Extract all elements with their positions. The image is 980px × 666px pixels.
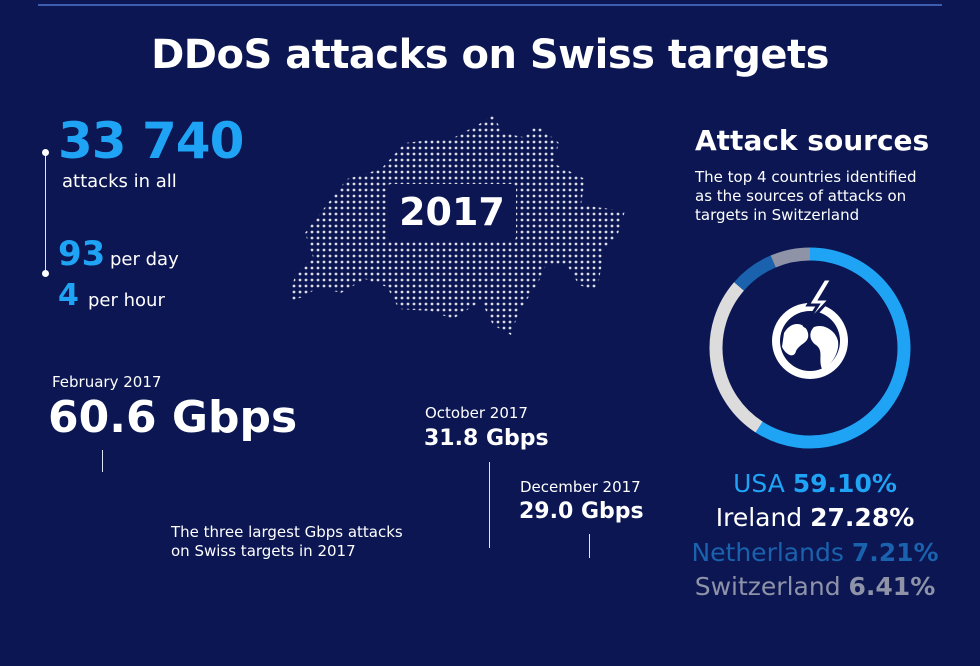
ring-segment-usa bbox=[755, 247, 911, 449]
attack-marker-oct bbox=[489, 462, 490, 548]
attack-marker-feb bbox=[102, 450, 103, 472]
per-day-label: per day bbox=[110, 249, 179, 270]
globe-lightning-icon bbox=[772, 277, 848, 379]
sources-description: The top 4 countries identified as the so… bbox=[695, 168, 917, 224]
legend-switzerland-name: Switzerland bbox=[694, 572, 841, 601]
ring-segment-ireland bbox=[709, 282, 763, 433]
legend-netherlands-name: Netherlands bbox=[691, 538, 844, 567]
attack-value-oct: 31.8 Gbps bbox=[424, 426, 549, 451]
legend-switzerland: Switzerland 6.41% bbox=[690, 572, 940, 601]
legend-ireland: Ireland 27.28% bbox=[690, 503, 940, 532]
stats-dot-bottom bbox=[42, 270, 49, 277]
stats-dot-top bbox=[42, 149, 49, 156]
legend-ireland-value: 27.28% bbox=[810, 503, 915, 532]
legend-netherlands: Netherlands 7.21% bbox=[690, 538, 940, 567]
per-hour-value: 4 bbox=[58, 278, 79, 313]
attack-value-dec: 29.0 Gbps bbox=[519, 499, 644, 524]
ring-segment-netherlands bbox=[734, 255, 776, 291]
total-attacks-label: attacks in all bbox=[62, 171, 177, 192]
attack-marker-dec bbox=[589, 534, 590, 558]
largest-attacks-caption: The three largest Gbps attacks on Swiss … bbox=[171, 523, 403, 560]
legend-usa-name: USA bbox=[733, 469, 785, 498]
legend-usa-value: 59.10% bbox=[792, 469, 897, 498]
legend-usa: USA 59.10% bbox=[690, 469, 940, 498]
legend-switzerland-value: 6.41% bbox=[848, 572, 936, 601]
legend-netherlands-value: 7.21% bbox=[851, 538, 939, 567]
total-attacks-value: 33 740 bbox=[58, 112, 244, 170]
ring-segment-switzerland bbox=[770, 247, 811, 268]
page-title: DDoS attacks on Swiss targets bbox=[151, 32, 829, 78]
attack-sources-ring-chart bbox=[709, 247, 911, 449]
per-day-value: 93 bbox=[58, 234, 106, 274]
attack-date-oct: October 2017 bbox=[425, 404, 528, 422]
stats-connector-line bbox=[45, 152, 46, 274]
sources-heading: Attack sources bbox=[695, 124, 930, 157]
attack-date-feb: February 2017 bbox=[52, 373, 162, 391]
attack-value-feb: 60.6 Gbps bbox=[48, 392, 298, 443]
attack-date-dec: December 2017 bbox=[520, 478, 641, 496]
year-label: 2017 bbox=[388, 184, 516, 240]
legend-ireland-name: Ireland bbox=[715, 503, 803, 532]
top-divider bbox=[38, 4, 942, 6]
per-hour-label: per hour bbox=[88, 290, 165, 311]
